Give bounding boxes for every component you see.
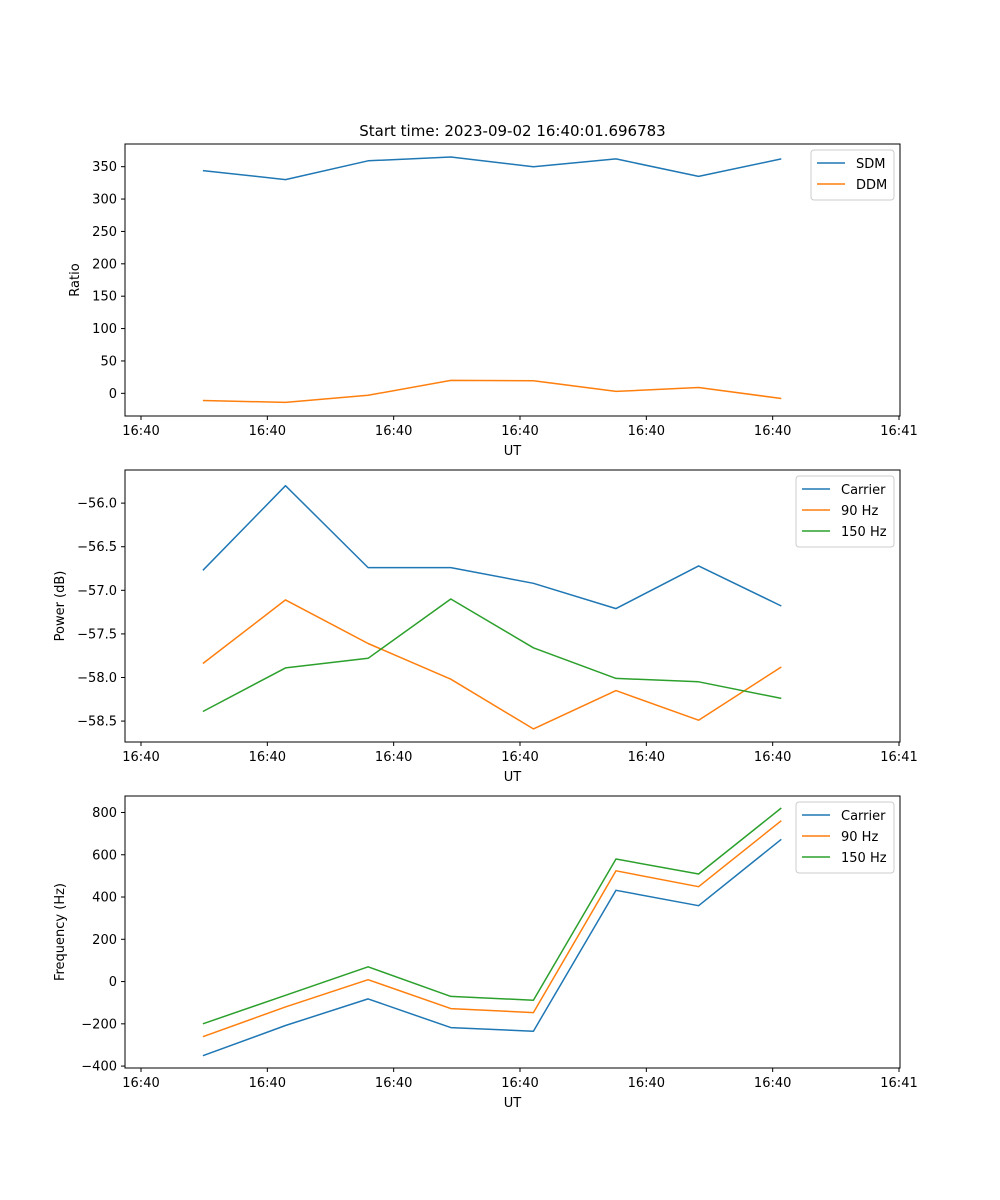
legend-label: 90 Hz (841, 830, 878, 845)
y-tick-label: −58.5 (77, 715, 117, 730)
y-axis-label: Frequency (Hz) (53, 883, 68, 981)
x-tick-label: 16:40 (375, 1076, 412, 1091)
y-tick-label: 200 (92, 257, 117, 272)
x-tick-label: 16:40 (628, 424, 665, 439)
legend: SDM DDM (810, 149, 895, 201)
y-tick-label: −400 (81, 1060, 117, 1075)
legend-item-90-hz: 90 Hz (802, 830, 878, 845)
legend-item-sdm: SDM (817, 157, 885, 172)
series-line-150-hz (202, 807, 782, 1025)
series-lines (202, 156, 782, 404)
y-axis: 0 50 100 150 200 250 300 350 Ratio (68, 160, 125, 402)
x-tick-label: 16:40 (628, 1076, 665, 1091)
y-tick-label: 300 (92, 193, 117, 208)
x-tick-label: 16:40 (501, 750, 538, 765)
x-axis-label: UT (504, 1096, 522, 1111)
x-tick-label: 16:40 (375, 424, 412, 439)
x-axis: 16:40 16:40 16:40 16:40 16:40 16:40 16:41 UT (122, 742, 918, 785)
y-tick-label: 50 (100, 354, 117, 369)
legend-label: DDM (856, 178, 887, 193)
series-lines (202, 484, 782, 730)
y-tick-label: −57.5 (77, 627, 117, 642)
y-tick-label: 400 (92, 891, 117, 906)
x-tick-label: 16:40 (501, 1076, 538, 1091)
x-tick-label: 16:40 (249, 750, 286, 765)
x-axis: 16:40 16:40 16:40 16:40 16:40 16:40 16:41 UT (122, 1068, 918, 1111)
x-tick-label: 16:40 (122, 424, 159, 439)
x-axis-label: UT (504, 444, 522, 459)
series-line-sdm (202, 156, 782, 181)
x-axis: 16:40 16:40 16:40 16:40 16:40 16:40 16:41 UT (122, 416, 918, 459)
x-tick-label: 16:40 (249, 1076, 286, 1091)
y-axis: −400 −200 0 200 400 600 800 Frequency (Hz) (53, 806, 125, 1075)
x-tick-label: 16:40 (249, 424, 286, 439)
y-tick-label: −200 (81, 1017, 117, 1032)
legend-label: 90 Hz (841, 504, 878, 519)
y-axis-label: Power (dB) (53, 571, 68, 642)
x-tick-label: 16:41 (880, 750, 917, 765)
x-tick-label: 16:41 (880, 424, 917, 439)
y-tick-label: 250 (92, 225, 117, 240)
y-tick-label: 800 (92, 806, 117, 821)
y-tick-label: 100 (92, 322, 117, 337)
y-tick-label: 350 (92, 160, 117, 175)
x-tick-label: 16:41 (880, 1076, 917, 1091)
axes-frame (124, 143, 901, 417)
legend-label: 150 Hz (841, 851, 887, 866)
x-tick-label: 16:40 (754, 1076, 791, 1091)
y-axis-label: Ratio (68, 263, 83, 296)
legend-frame (795, 801, 895, 874)
subplot-2: 16:40 16:40 16:40 16:40 16:40 16:40 16:41 UT −56… (53, 469, 918, 785)
y-tick-label: 200 (92, 933, 117, 948)
series-line-ddm (202, 379, 782, 404)
y-tick-label: 0 (109, 387, 117, 402)
subplot-1: 16:40 16:40 16:40 16:40 16:40 16:40 16:41 UT 0 50… (68, 122, 918, 459)
x-tick-label: 16:40 (754, 750, 791, 765)
y-tick-label: −57.0 (77, 584, 117, 599)
y-tick-label: 0 (109, 975, 117, 990)
legend-frame (795, 475, 895, 548)
y-tick-label: 600 (92, 848, 117, 863)
legend-item-150-hz: 150 Hz (802, 851, 887, 866)
legend: Carrier 90 Hz 150 Hz (795, 475, 895, 548)
legend-label: SDM (856, 157, 885, 172)
chart-title: Start time: 2023-09-02 16:40:01.696783 (359, 122, 665, 140)
y-axis: −56.0 −56.5 −57.0 −57.5 −58.0 −58.5 Power (dB) (53, 497, 125, 730)
series-line-carrier (202, 484, 782, 610)
y-tick-label: −58.0 (77, 671, 117, 686)
legend: Carrier 90 Hz 150 Hz (795, 801, 895, 874)
x-tick-label: 16:40 (501, 424, 538, 439)
axes-frame (124, 795, 901, 1069)
x-tick-label: 16:40 (375, 750, 412, 765)
x-tick-label: 16:40 (754, 424, 791, 439)
y-tick-label: −56.0 (77, 497, 117, 512)
series-lines (202, 807, 782, 1057)
subplot-3: 16:40 16:40 16:40 16:40 16:40 16:40 16:41 UT −40… (53, 795, 918, 1111)
y-tick-label: −56.5 (77, 540, 117, 555)
legend-item-ddm: DDM (817, 178, 887, 193)
series-line-carrier (202, 838, 782, 1057)
series-line-150-hz (202, 598, 782, 713)
legend-item-90-hz: 90 Hz (802, 504, 878, 519)
legend-item-carrier: Carrier (802, 483, 886, 498)
legend-label: Carrier (841, 809, 886, 824)
x-axis-label: UT (504, 770, 522, 785)
legend-item-carrier: Carrier (802, 809, 886, 824)
legend-label: Carrier (841, 483, 886, 498)
x-tick-label: 16:40 (628, 750, 665, 765)
axes-frame (124, 469, 901, 743)
legend-item-150-hz: 150 Hz (802, 525, 887, 540)
x-tick-label: 16:40 (122, 1076, 159, 1091)
y-tick-label: 150 (92, 290, 117, 305)
series-line-90-hz (202, 820, 782, 1038)
x-tick-label: 16:40 (122, 750, 159, 765)
legend-label: 150 Hz (841, 525, 887, 540)
series-line-90-hz (202, 599, 782, 730)
